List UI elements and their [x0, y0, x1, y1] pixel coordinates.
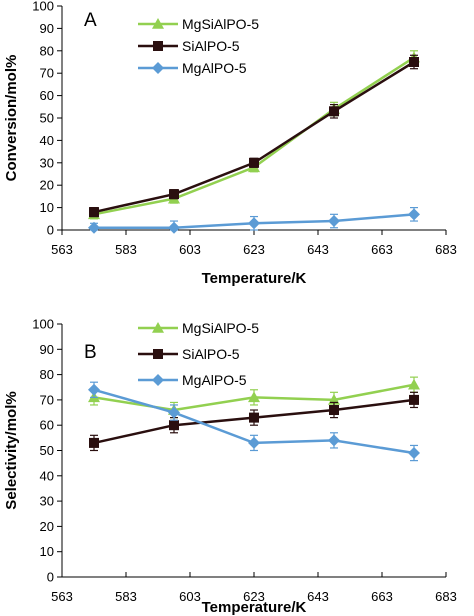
legend-swatch-marker	[153, 349, 163, 359]
y-tick-label: 50	[40, 443, 54, 458]
series-sialpo-5	[89, 54, 419, 218]
legend: MgSiAlPO-5 SiAlPO-5 MgAlPO-5	[138, 320, 259, 388]
legend-label: MgAlPO-5	[182, 60, 247, 76]
x-axis-label: Temperature/K	[202, 270, 307, 287]
y-tick-label: 90	[40, 21, 54, 36]
data-point	[89, 207, 99, 218]
x-tick-label: 683	[435, 589, 457, 604]
legend-label: SiAlPO-5	[182, 38, 240, 54]
data-point	[88, 383, 100, 396]
data-point	[248, 391, 260, 403]
series-mgalpo-5	[88, 381, 420, 462]
y-tick-label: 70	[40, 392, 54, 407]
x-tick-label: 663	[371, 242, 393, 257]
y-tick-label: 40	[40, 133, 54, 148]
data-point	[408, 378, 420, 390]
y-tick-label: 70	[40, 66, 54, 81]
data-point	[169, 420, 179, 431]
data-point	[328, 215, 340, 228]
x-tick-label: 583	[115, 589, 137, 604]
legend-swatch-marker	[152, 62, 164, 74]
data-point	[248, 217, 260, 230]
data-point	[89, 437, 99, 448]
x-tick-label: 563	[51, 242, 73, 257]
legend-swatch-marker	[152, 18, 164, 29]
series-sialpo-5	[89, 391, 419, 452]
data-point	[248, 436, 260, 449]
legend-swatch-marker	[152, 374, 164, 386]
y-tick-label: 0	[47, 570, 54, 585]
data-point	[328, 434, 340, 447]
y-tick-label: 50	[40, 111, 54, 126]
data-point	[169, 189, 179, 200]
y-tick-label: 30	[40, 155, 54, 170]
data-point	[408, 447, 420, 460]
y-tick-label: 40	[40, 468, 54, 483]
panel-label: A	[84, 10, 97, 31]
x-tick-label: 623	[243, 242, 265, 257]
data-point	[168, 406, 180, 419]
series-line	[93, 60, 415, 214]
legend-label: MgSiAlPO-5	[182, 320, 259, 336]
legend: MgSiAlPO-5 SiAlPO-5 MgAlPO-5	[138, 16, 259, 76]
y-tick-label: 100	[32, 0, 54, 14]
x-tick-label: 603	[179, 589, 201, 604]
y-tick-label: 100	[32, 317, 54, 332]
series-mgsialpo-5	[88, 50, 420, 220]
chart-panel-a: 0 10 20 30 40 50 60 70 80 90 100 563 583 603 623 643 663…	[3, 0, 457, 287]
legend-swatch-marker	[152, 322, 164, 333]
panel-label: B	[84, 342, 97, 363]
y-tick-label: 30	[40, 494, 54, 509]
legend-label: MgAlPO-5	[182, 372, 247, 388]
x-axis-label: Temperature/K	[202, 599, 307, 616]
x-tick-label: 563	[51, 589, 73, 604]
series-line	[93, 56, 415, 216]
legend-label: MgSiAlPO-5	[182, 16, 259, 32]
x-tick-label: 643	[307, 242, 329, 257]
x-tick-label: 683	[435, 242, 457, 257]
data-point	[329, 405, 339, 416]
data-point	[249, 412, 259, 423]
y-tick-label: 10	[40, 200, 54, 215]
data-point	[249, 157, 259, 168]
y-tick-label: 0	[47, 223, 54, 238]
data-point	[88, 221, 100, 234]
series-mgalpo-5	[88, 207, 420, 234]
x-tick-label: 623	[243, 589, 265, 604]
x-tick-label: 583	[115, 242, 137, 257]
y-axis-label: Conversion/mol%	[3, 55, 20, 182]
y-tick-label: 60	[40, 418, 54, 433]
y-tick-label: 80	[40, 43, 54, 58]
data-point	[329, 106, 339, 117]
x-tick-label: 603	[179, 242, 201, 257]
chart-panel-b: 0 10 20 30 40 50 60 70 80 90 100 563 583 603 623 643 663…	[3, 317, 457, 616]
x-tick-label: 643	[307, 589, 329, 604]
legend-swatch-marker	[153, 41, 163, 51]
data-point	[168, 221, 180, 234]
y-tick-label: 60	[40, 88, 54, 103]
data-point	[408, 208, 420, 221]
legend-label: SiAlPO-5	[182, 346, 240, 362]
y-tick-label: 90	[40, 342, 54, 357]
x-tick-label: 663	[371, 589, 393, 604]
y-tick-label: 20	[40, 519, 54, 534]
data-point	[409, 57, 419, 67]
data-point	[409, 394, 419, 405]
y-tick-label: 80	[40, 367, 54, 382]
y-axis-label: Selectivity/mol%	[3, 391, 20, 509]
y-tick-label: 10	[40, 544, 54, 559]
y-tick-label: 20	[40, 178, 54, 193]
